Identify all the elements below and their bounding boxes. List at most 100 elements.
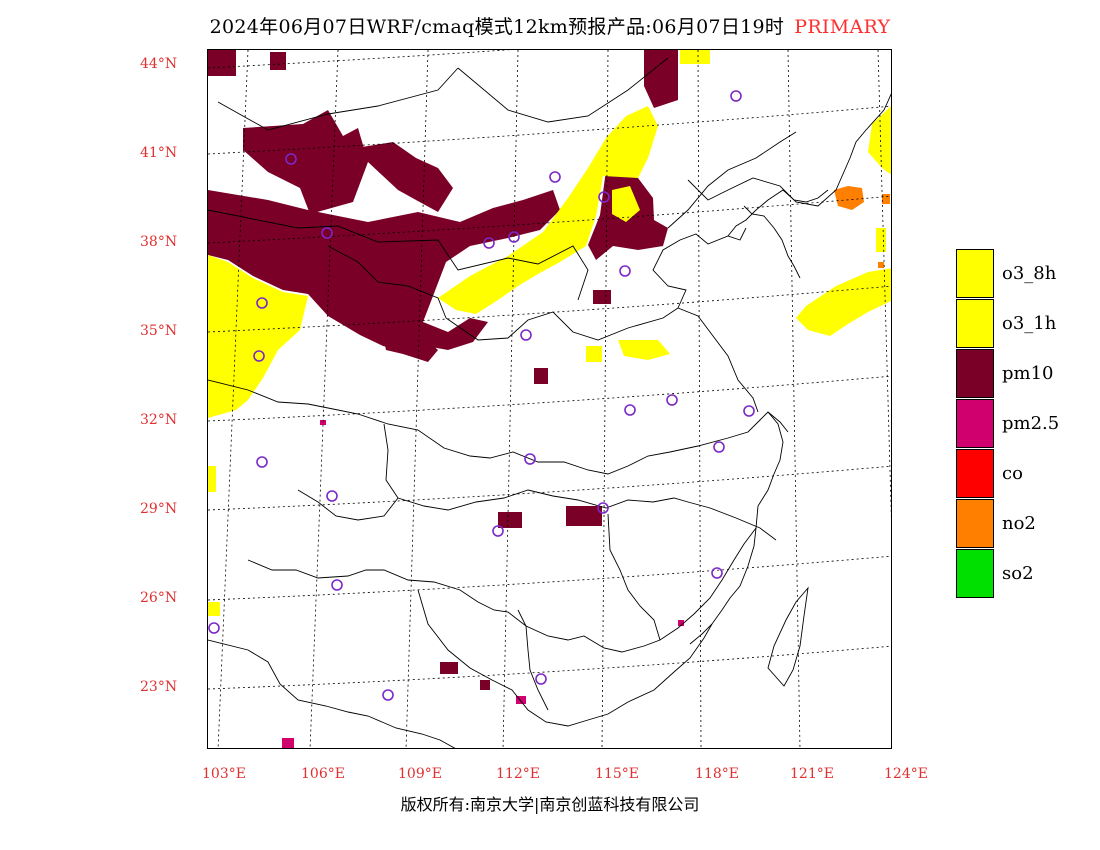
o3-zone [612, 186, 640, 222]
station-marker [483, 237, 495, 249]
station-marker [619, 265, 631, 277]
station-marker [256, 297, 268, 309]
latitude-label: 29°N [140, 501, 178, 517]
map-panel [207, 49, 892, 749]
title-text: 2024年06月07日WRF/cmaq模式12km预报产品:06月07日19时 [209, 16, 785, 38]
station-marker [492, 525, 504, 537]
legend-label: o3_8h [1002, 263, 1057, 284]
pm10-zone [498, 512, 522, 528]
station-marker [524, 453, 536, 465]
station-marker [321, 227, 333, 239]
pm10-zone [534, 368, 548, 384]
legend-item: o3_8h [956, 249, 1096, 299]
legend-label: no2 [1002, 513, 1036, 534]
station-marker [666, 394, 678, 406]
station-marker [326, 490, 338, 502]
pm10-zones [208, 50, 678, 690]
o3-zone [208, 602, 220, 616]
o3-zone [208, 255, 308, 418]
no2-zone [882, 194, 890, 204]
o3-zones [208, 50, 891, 616]
no2-zones [834, 186, 890, 268]
o3-zone [208, 466, 216, 492]
boundaries [208, 57, 891, 748]
longitude-label: 124°E [884, 766, 928, 782]
pm10-zone [356, 142, 453, 212]
longitude-label: 118°E [695, 766, 739, 782]
longitude-label: 103°E [202, 766, 246, 782]
forecast-map [208, 50, 891, 748]
legend-label: co [1002, 463, 1023, 484]
station-marker [549, 171, 561, 183]
pm25-zone [320, 420, 326, 425]
o3-zone [586, 346, 602, 362]
station-marker [743, 405, 755, 417]
o3-zone [868, 105, 891, 175]
o3-zone [796, 268, 891, 336]
station-marker [253, 350, 265, 362]
longitude-label: 115°E [595, 766, 639, 782]
pm10-zone [384, 332, 438, 362]
pm10-zone [208, 190, 560, 352]
legend-item: o3_1h [956, 299, 1096, 349]
station-marker [520, 329, 532, 341]
map-title: 2024年06月07日WRF/cmaq模式12km预报产品:06月07日19时 P… [0, 12, 1100, 39]
legend-label: so2 [1002, 563, 1034, 584]
legend-swatch [956, 549, 994, 598]
latitude-label: 32°N [140, 412, 178, 428]
pm10-zone [593, 290, 611, 304]
latitude-label: 44°N [140, 56, 178, 72]
station-marker [208, 622, 220, 634]
latitude-label: 23°N [140, 679, 178, 695]
pm10-zone [243, 110, 368, 214]
legend-swatch [956, 449, 994, 498]
station-marker [598, 191, 610, 203]
pm10-zone [566, 506, 602, 526]
legend-label: o3_1h [1002, 313, 1057, 334]
legend-item: no2 [956, 499, 1096, 549]
station-marker [331, 579, 343, 591]
latitude-label: 26°N [140, 590, 178, 606]
o3-zone [438, 106, 658, 314]
pm25-zones [282, 420, 684, 748]
legend-item: pm2.5 [956, 399, 1096, 449]
pm10-zone [208, 50, 236, 76]
longitude-label: 106°E [301, 766, 345, 782]
longitude-label: 112°E [496, 766, 540, 782]
legend-label: pm10 [1002, 363, 1054, 384]
legend-swatch [956, 299, 994, 348]
pm10-zone [440, 662, 458, 674]
latitude-label: 38°N [140, 234, 178, 250]
station-marker [382, 689, 394, 701]
legend-item: pm10 [956, 349, 1096, 399]
legend-swatch [956, 399, 994, 448]
primary-label: PRIMARY [794, 16, 891, 38]
no2-zone [834, 186, 864, 210]
copyright-text: 版权所有:南京大学|南京创蓝科技有限公司 [400, 795, 700, 814]
station-marker [713, 441, 725, 453]
pm25-zone [678, 620, 684, 626]
pm10-zone [644, 50, 678, 108]
pm25-zone [282, 738, 294, 748]
o3-zone [876, 228, 886, 252]
o3-zone [618, 340, 670, 360]
legend-item: so2 [956, 549, 1096, 599]
pm25-zone [516, 696, 526, 704]
station-marker [535, 673, 547, 685]
station-marker [711, 567, 723, 579]
station-marker [597, 502, 609, 514]
station-marker [624, 404, 636, 416]
station-marker [285, 153, 297, 165]
pollutant-legend: o3_8h o3_1h pm10 pm2.5 co no2 so2 [956, 249, 1096, 599]
station-marker [730, 90, 742, 102]
legend-swatch [956, 499, 994, 548]
station-markers [208, 90, 755, 701]
legend-swatch [956, 349, 994, 398]
latitude-label: 35°N [140, 323, 178, 339]
legend-label: pm2.5 [1002, 413, 1060, 434]
latitude-label: 41°N [140, 145, 178, 161]
legend-swatch [956, 249, 994, 298]
station-marker [508, 231, 520, 243]
pm10-zone [480, 680, 490, 690]
longitude-label: 121°E [790, 766, 834, 782]
